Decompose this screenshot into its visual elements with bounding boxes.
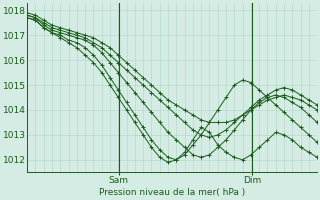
X-axis label: Pression niveau de la mer( hPa ): Pression niveau de la mer( hPa ) (99, 188, 245, 197)
